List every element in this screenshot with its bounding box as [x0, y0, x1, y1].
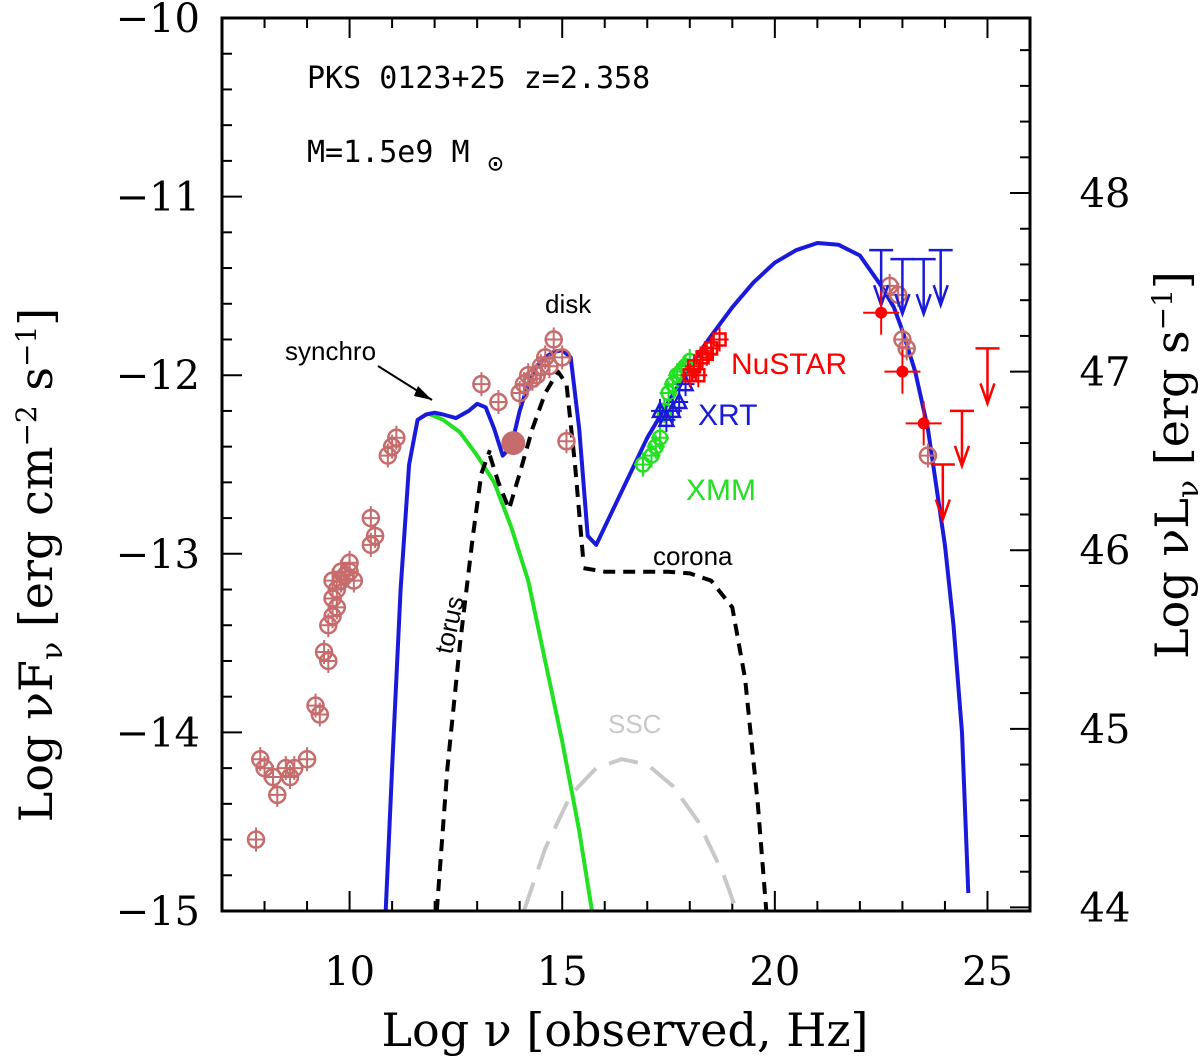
fermi-red-upper-limit-head: [953, 445, 971, 470]
fermi-red-point: [875, 306, 888, 319]
y2-tick-label: 44: [1080, 885, 1131, 931]
plot-frame: [220, 16, 1032, 913]
ssc-label: SSC: [608, 709, 661, 739]
y-axis-title-end: ]: [9, 308, 63, 326]
fermi-red-upper-limit-head: [934, 499, 952, 524]
corona-curve: [583, 566, 769, 912]
y-tick-label: −14: [116, 710, 200, 756]
archival-point: [540, 357, 559, 376]
y2-tick-label: 47: [1080, 350, 1131, 396]
y-axis-title-units: [erg cm: [9, 447, 63, 642]
fermi-red-point: [917, 417, 930, 430]
archival-point: [327, 598, 347, 617]
xmm-point: [660, 384, 677, 402]
y2-tick-label: 45: [1080, 707, 1131, 753]
xmm-point: [634, 456, 652, 473]
archival-point: [489, 392, 508, 412]
source-title: PKS 0123+25 z=2.358: [307, 61, 650, 96]
synchro-label: synchro: [285, 336, 376, 366]
mass-label: M=1.5e9 M ⊙: [307, 135, 503, 179]
archival-point: [285, 758, 304, 778]
archival-point: [365, 526, 385, 546]
nustar-point: [686, 359, 702, 374]
archival-filled-point: [501, 431, 526, 456]
y-axis-title: Log νFν [erg cm−2 s−1]: [9, 308, 70, 822]
archival-point: [523, 369, 542, 389]
disk-curve: [487, 369, 586, 563]
archival-point: [557, 432, 576, 451]
total-curve: [383, 241, 971, 912]
archival-point: [918, 446, 938, 465]
y2-axis-title-sub: ν: [1171, 480, 1200, 498]
xmm-point: [647, 438, 665, 455]
archival-point: [544, 330, 563, 349]
y2-axis-title: Log νLν [erg s−1]: [1145, 271, 1200, 659]
fermi-blue-upper-limit-head: [894, 293, 911, 318]
y-axis-title-mid: s: [9, 367, 63, 405]
mass-sun-symbol: ⊙: [488, 149, 504, 179]
y-axis-title-main: Log νF: [9, 660, 63, 822]
corona-label: corona: [653, 541, 733, 571]
xrt-point: [670, 391, 689, 410]
xrt-label: XRT: [698, 399, 757, 432]
nustar-point: [703, 341, 719, 356]
archival-point: [344, 571, 364, 590]
nustar-label: NuSTAR: [731, 348, 847, 381]
model-curves-layer: [383, 241, 971, 912]
xmm-label: XMM: [686, 474, 756, 507]
x-tick-label: 15: [537, 949, 588, 995]
fermi-blue-upper-limit-head: [915, 293, 932, 318]
torus-label: torus: [429, 593, 470, 656]
y-axis-title-sup2: −1: [10, 326, 43, 367]
y-tick-label: −11: [116, 175, 200, 221]
y-tick-label: −15: [116, 889, 200, 935]
y-tick-label: −13: [116, 532, 200, 578]
xrt-point: [650, 400, 670, 419]
x-tick-label: 25: [962, 949, 1013, 995]
archival-point: [472, 374, 491, 394]
y2-axis-title-sup: −1: [1146, 289, 1179, 330]
y-axis-title-sup1: −2: [10, 405, 43, 446]
disk-label: disk: [545, 289, 592, 319]
synchro-arrow-head: [414, 386, 432, 400]
xrt-point: [657, 409, 676, 428]
xmm-point: [643, 447, 660, 464]
archival-point: [246, 830, 266, 849]
torus-curve: [434, 449, 492, 912]
y2-tick-label: 48: [1080, 171, 1131, 217]
y-tick-label: −10: [116, 0, 200, 42]
mass-label-text: M=1.5e9 M: [307, 135, 470, 170]
archival-point: [552, 348, 572, 367]
y-tick-label: −12: [116, 353, 200, 399]
nustar-point: [695, 350, 710, 365]
archival-point: [268, 785, 287, 805]
xrt-point: [663, 400, 682, 419]
y2-axis-title-units: [erg s: [1145, 330, 1199, 479]
nustar-point: [691, 367, 706, 383]
fermi-red-upper-limit-head: [979, 382, 996, 408]
y2-tick-label: 46: [1080, 528, 1131, 574]
archival-point: [387, 428, 406, 447]
nustar-point: [712, 332, 727, 347]
archival-point: [319, 651, 338, 671]
archival-point: [310, 705, 330, 724]
ssc-curve: [522, 757, 739, 912]
x-tick-label: 20: [749, 949, 800, 995]
fermi-red-point: [896, 365, 909, 378]
y2-axis-title-end: ]: [1145, 271, 1199, 289]
xmm-point: [651, 429, 669, 446]
x-tick-label: 10: [324, 949, 375, 995]
chart-frame-layer: 10 15 20 25 −15 −14 −13 −12 −11 −10 44 45 46 47 48: [116, 0, 1131, 995]
y2-axis-title-main: Log νL: [1145, 498, 1199, 659]
synchro-curve: [429, 412, 594, 912]
archival-point: [897, 339, 916, 358]
y-axis-title-sub: ν: [35, 642, 70, 660]
fermi-blue-upper-limit-head: [932, 284, 949, 309]
data-points-layer: [246, 248, 1000, 852]
archival-point: [297, 749, 317, 769]
archival-point: [361, 508, 381, 528]
x-axis-title: Log ν [observed, Hz]: [382, 1003, 869, 1057]
